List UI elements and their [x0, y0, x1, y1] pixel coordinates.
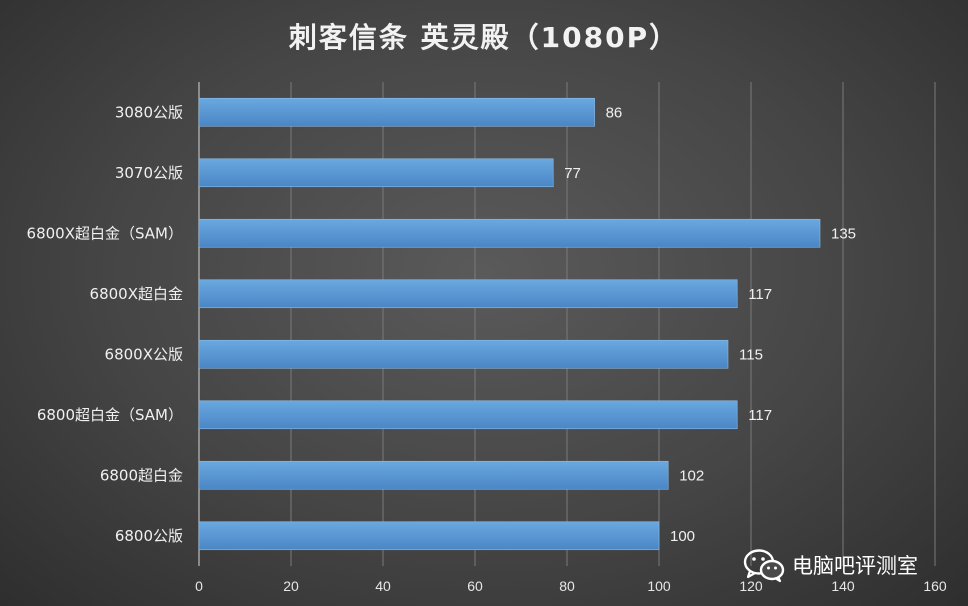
- data-label: 86: [606, 104, 623, 121]
- grid-lines: [198, 82, 936, 566]
- x-tick-label: 40: [375, 578, 391, 594]
- x-tick-label: 0: [195, 578, 203, 594]
- x-tick-label: 80: [559, 578, 575, 594]
- x-tick-label: 140: [831, 578, 855, 594]
- bar: [198, 521, 660, 551]
- category-label: 6800X超白金（SAM）: [27, 224, 183, 242]
- bar: [198, 339, 729, 369]
- x-tick-label: 160: [923, 578, 947, 594]
- category-label: 6800超白金: [100, 466, 183, 484]
- bar: [198, 400, 738, 430]
- bar: [198, 460, 669, 490]
- bar: [198, 97, 595, 127]
- bar: [198, 218, 821, 248]
- wechat-icon: [743, 549, 785, 583]
- bar: [198, 158, 554, 188]
- watermark: 电脑吧评测室: [742, 545, 918, 585]
- data-label: 117: [748, 407, 772, 424]
- bars: [198, 97, 821, 551]
- category-label: 6800公版: [115, 527, 183, 545]
- data-label: 117: [748, 286, 772, 303]
- bar: [198, 279, 738, 309]
- category-label: 6800超白金（SAM）: [37, 406, 183, 424]
- category-label: 3080公版: [115, 103, 183, 121]
- category-label: 3070公版: [115, 164, 183, 182]
- x-tick-label: 20: [283, 578, 299, 594]
- category-label: 6800X超白金: [90, 285, 183, 303]
- chart-title: 刺客信条 英灵殿（1080P）: [288, 21, 680, 54]
- x-tick-label: 100: [647, 578, 671, 594]
- labels: 0 20 40 60 80 100 120 140 160 3080公版 86 3070公版 77 680…: [27, 103, 947, 594]
- data-label: 115: [739, 346, 763, 363]
- data-label: 135: [831, 225, 856, 242]
- data-label: 102: [679, 467, 704, 484]
- watermark-text: 电脑吧评测室: [792, 554, 918, 578]
- category-label: 6800X公版: [105, 345, 183, 363]
- data-label: 77: [564, 165, 581, 182]
- data-label: 100: [670, 528, 695, 545]
- x-tick-label: 60: [467, 578, 483, 594]
- x-tick-label: 120: [739, 578, 763, 594]
